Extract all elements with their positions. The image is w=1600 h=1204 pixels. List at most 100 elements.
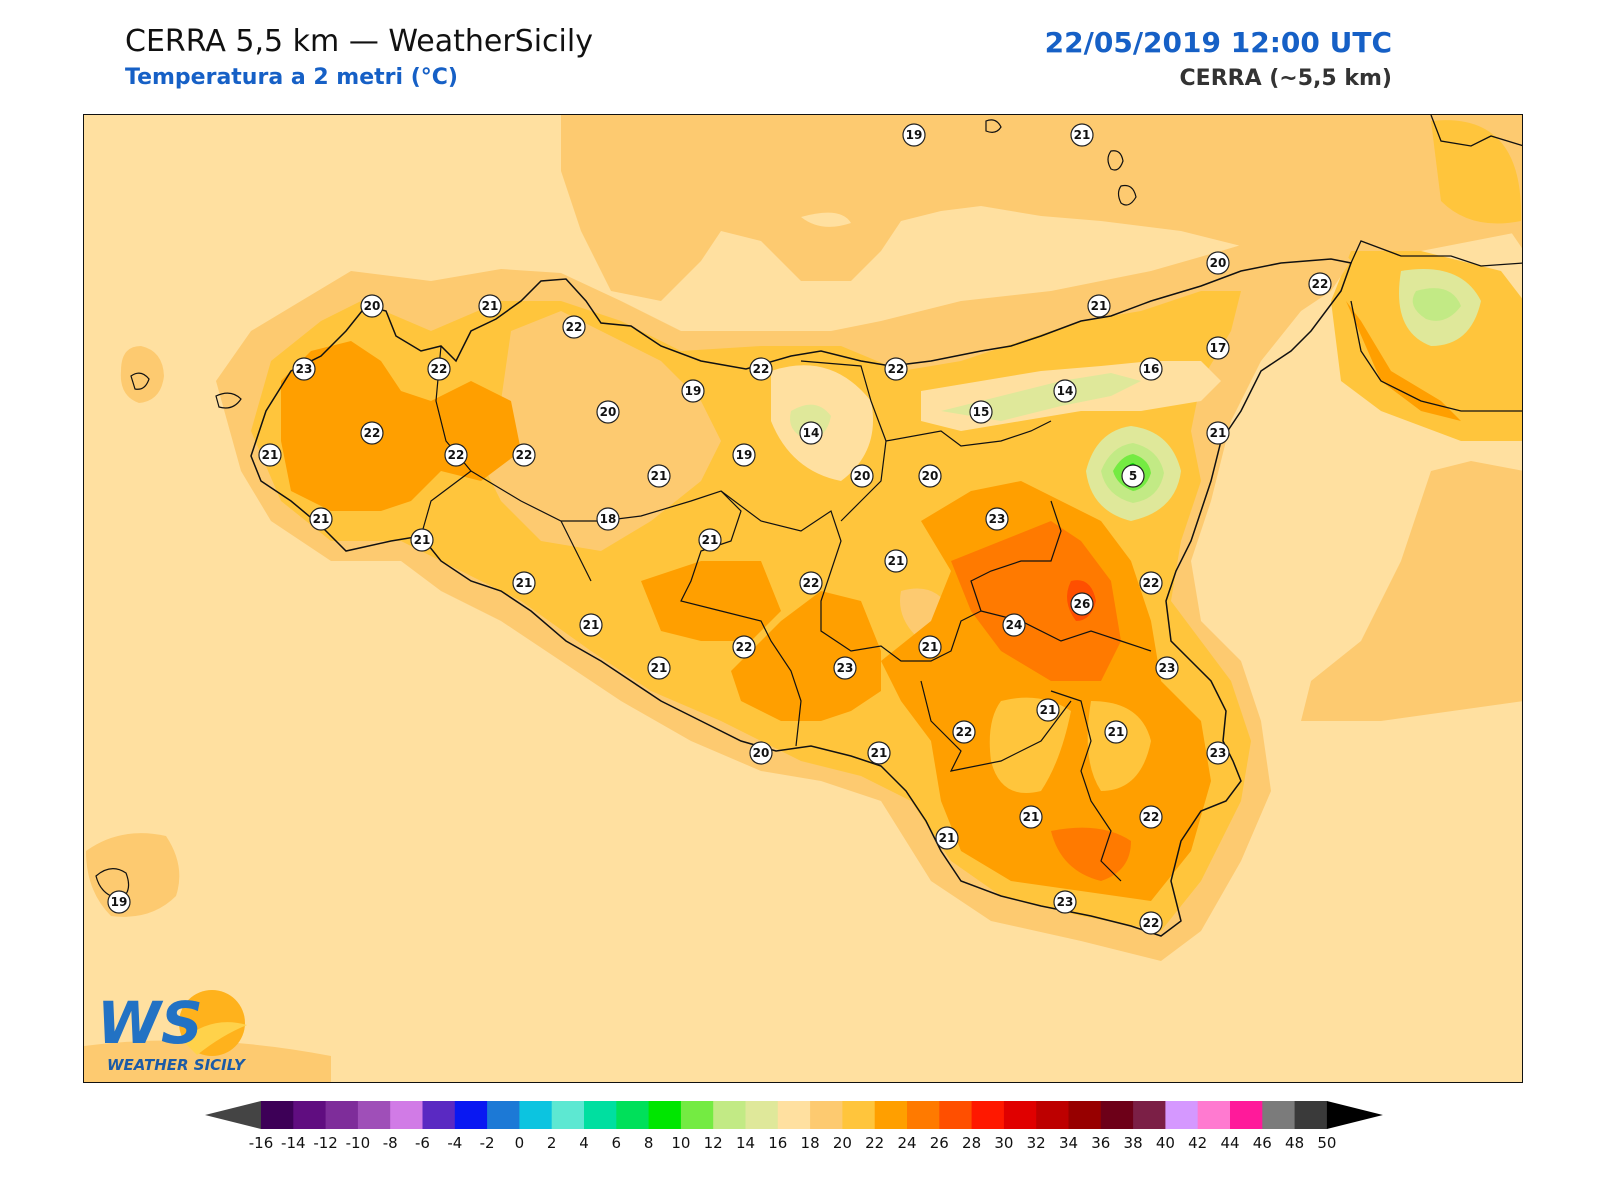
colorbar-tick-label: 30 [994, 1134, 1013, 1152]
station-value: 19 [906, 128, 923, 142]
station-marker[interactable] [596, 507, 620, 531]
station-marker[interactable] [1308, 272, 1332, 296]
colorbar-swatch [293, 1101, 327, 1129]
station-marker[interactable] [918, 464, 942, 488]
station-marker[interactable] [884, 549, 908, 573]
station-value: 15 [973, 405, 990, 419]
colorbar-tick-label: -6 [415, 1134, 430, 1152]
station-value: 22 [1312, 277, 1329, 291]
colorbar-tick-label: 20 [833, 1134, 852, 1152]
station-marker[interactable] [444, 443, 468, 467]
colorbar-swatch [1197, 1101, 1231, 1129]
station-marker[interactable] [410, 528, 434, 552]
station-value: 21 [888, 554, 905, 568]
station-marker[interactable] [1019, 805, 1043, 829]
colorbar-max-arrow [1326, 1101, 1383, 1129]
station-marker[interactable] [107, 890, 131, 914]
colorbar-swatch [1294, 1101, 1328, 1129]
warm-area [561, 115, 1522, 301]
station-marker[interactable] [952, 720, 976, 744]
station-value: 23 [1159, 661, 1176, 675]
colorbar-tick-label: 42 [1188, 1134, 1207, 1152]
station-value: 21 [1074, 128, 1091, 142]
station-marker[interactable] [1206, 741, 1230, 765]
colorbar-swatch [939, 1101, 973, 1129]
station-marker[interactable] [749, 357, 773, 381]
station-value: 18 [600, 512, 617, 526]
station-marker[interactable] [427, 357, 451, 381]
colorbar-swatch [487, 1101, 520, 1129]
station-marker[interactable] [1139, 571, 1163, 595]
station-value: 22 [753, 362, 770, 376]
station-marker[interactable] [309, 507, 333, 531]
station-marker[interactable] [1070, 123, 1094, 147]
map-title: CERRA 5,5 km — WeatherSicily [125, 24, 593, 59]
station-marker[interactable] [258, 443, 282, 467]
station-marker[interactable] [681, 379, 705, 403]
station-marker[interactable] [732, 443, 756, 467]
station-marker[interactable] [1002, 613, 1026, 637]
station-marker[interactable] [1206, 421, 1230, 445]
station-marker[interactable] [850, 464, 874, 488]
station-marker[interactable] [1139, 357, 1163, 381]
map-subtitle: Temperatura a 2 metri (°C) [125, 65, 458, 90]
station-marker[interactable] [360, 421, 384, 445]
colorbar-swatch [1100, 1101, 1134, 1129]
station-marker[interactable] [969, 400, 993, 424]
station-marker[interactable] [1053, 379, 1077, 403]
station-marker[interactable] [867, 741, 891, 765]
station-marker[interactable] [1139, 805, 1163, 829]
station-marker[interactable] [799, 421, 823, 445]
station-marker[interactable] [647, 656, 671, 680]
station-value: 19 [736, 448, 753, 462]
station-marker[interactable] [1087, 294, 1111, 318]
colorbar-tick-label: 48 [1285, 1134, 1304, 1152]
station-marker[interactable] [1139, 911, 1163, 935]
station-value: 22 [431, 362, 448, 376]
station-marker[interactable] [647, 464, 671, 488]
station-marker[interactable] [1104, 720, 1128, 744]
station-marker[interactable] [902, 123, 926, 147]
station-marker[interactable] [884, 357, 908, 381]
colorbar-tick-label: 4 [579, 1134, 589, 1152]
station-value: 20 [922, 469, 939, 483]
station-marker[interactable] [918, 635, 942, 659]
station-marker[interactable] [512, 571, 536, 595]
station-marker[interactable] [799, 571, 823, 595]
station-value: 21 [583, 618, 600, 632]
station-marker[interactable] [512, 443, 536, 467]
colorbar-tick-label: 40 [1156, 1134, 1175, 1152]
station-marker[interactable] [1155, 656, 1179, 680]
station-marker[interactable] [698, 528, 722, 552]
colorbar-tick-label: 26 [930, 1134, 949, 1152]
colorbar-swatch [842, 1101, 876, 1129]
colorbar-tick-label: 36 [1091, 1134, 1110, 1152]
colorbar-swatch [519, 1101, 553, 1129]
station-value: 20 [753, 746, 770, 760]
station-markers: 19 21 20 22 20 21 22 21 17 23 22 22 22 16 19 14 20 15 22 14… [107, 123, 1332, 935]
station-value: 22 [516, 448, 533, 462]
station-marker[interactable] [1121, 464, 1145, 488]
station-marker[interactable] [833, 656, 857, 680]
station-marker[interactable] [749, 741, 773, 765]
station-value: 21 [1091, 299, 1108, 313]
station-marker[interactable] [985, 507, 1009, 531]
station-marker[interactable] [935, 826, 959, 850]
station-marker[interactable] [292, 357, 316, 381]
station-marker[interactable] [360, 294, 384, 318]
station-marker[interactable] [596, 400, 620, 424]
station-marker[interactable] [1206, 251, 1230, 275]
station-marker[interactable] [1206, 336, 1230, 360]
station-marker[interactable] [1036, 698, 1060, 722]
station-value: 24 [1006, 618, 1023, 632]
station-marker[interactable] [1070, 592, 1094, 616]
station-marker[interactable] [562, 315, 586, 339]
station-marker[interactable] [478, 294, 502, 318]
station-value: 19 [111, 895, 128, 909]
hot-area-west [281, 341, 521, 511]
station-marker[interactable] [732, 635, 756, 659]
station-value: 22 [803, 576, 820, 590]
station-marker[interactable] [579, 613, 603, 637]
temperature-map[interactable]: 19 21 20 22 20 21 22 21 17 23 22 22 22 16 19 14 20 15 22 14… [83, 114, 1523, 1083]
station-marker[interactable] [1053, 890, 1077, 914]
